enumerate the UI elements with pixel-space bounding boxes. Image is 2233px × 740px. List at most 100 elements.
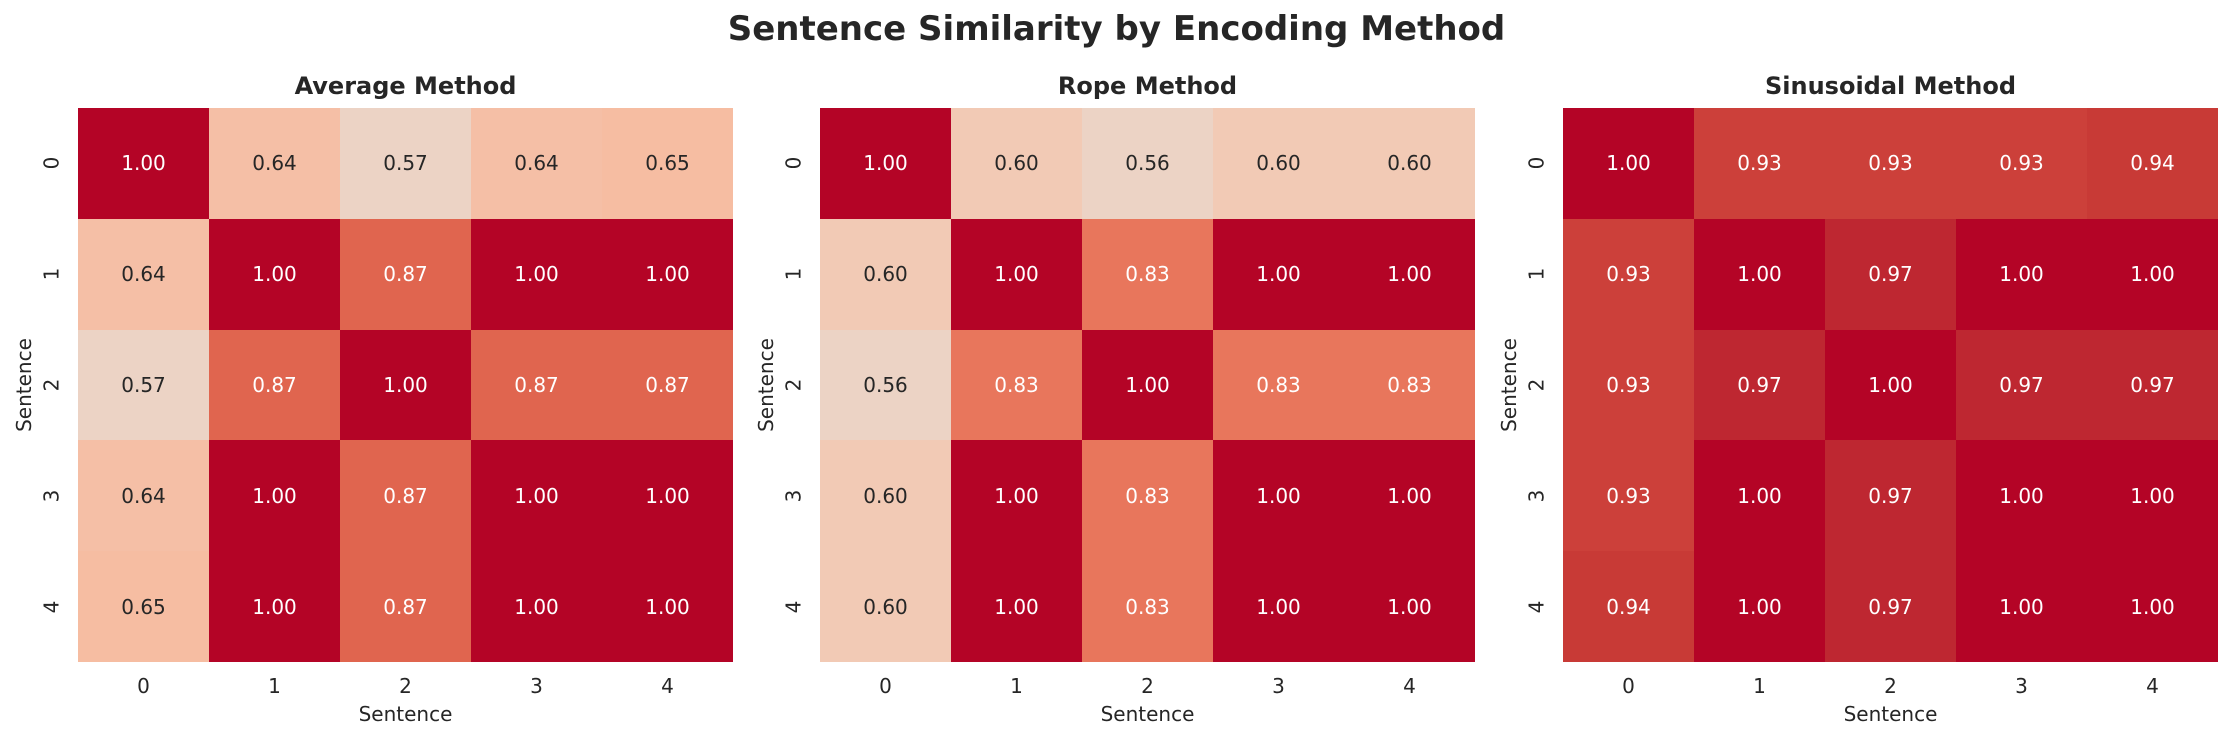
heatmap-cell: 1.00 xyxy=(1213,218,1344,330)
y-tick-label: 1 xyxy=(778,219,808,330)
heatmap-cell: 0.57 xyxy=(78,329,209,441)
x-tick-label: 4 xyxy=(1403,674,1416,698)
heatmap-cell: 1.00 xyxy=(1956,440,2087,552)
heatmap-cell: 0.64 xyxy=(209,108,340,219)
heatmap-cell: 1.00 xyxy=(471,218,602,330)
heatmap-cell: 1.00 xyxy=(1213,551,1344,662)
heatmap-cell: 0.60 xyxy=(820,551,951,662)
y-tick-text: 3 xyxy=(1523,489,1548,503)
heatmap-cell: 0.60 xyxy=(951,108,1082,219)
heatmap-grid: 1.00 0.93 0.93 0.93 0.94 0.93 1.00 0.97 1.00 1.00… xyxy=(1563,108,2218,662)
heatmap-cell: 0.83 xyxy=(1082,440,1213,552)
x-axis-label: Sentence xyxy=(1843,702,1938,726)
heatmap-cell: 1.00 xyxy=(1563,108,1694,219)
heatmap-cell: 1.00 xyxy=(209,218,340,330)
heatmap-cell: 0.64 xyxy=(78,440,209,552)
heatmap-cell: 1.00 xyxy=(1213,440,1344,552)
y-tick-text: 2 xyxy=(1523,378,1548,392)
heatmap-cell: 1.00 xyxy=(1694,218,1825,330)
heatmap-cell: 0.97 xyxy=(1956,329,2087,441)
x-tick-label: 2 xyxy=(1141,674,1154,698)
x-tick-label: 3 xyxy=(2015,674,2028,698)
y-tick-text: 3 xyxy=(780,489,805,503)
y-tick-text: 0 xyxy=(780,157,805,170)
y-tick-text: 4 xyxy=(780,600,805,613)
y-tick-text: 1 xyxy=(780,267,805,281)
heatmap-cell: 0.64 xyxy=(78,218,209,330)
x-tick-label: 4 xyxy=(661,674,674,698)
heatmap-cell: 0.94 xyxy=(2087,108,2218,219)
heatmap-cell: 1.00 xyxy=(471,440,602,552)
x-tick-label: 3 xyxy=(530,674,543,698)
y-tick-text: 4 xyxy=(38,600,63,613)
heatmap-cell: 1.00 xyxy=(1825,329,1956,441)
y-tick-text: 2 xyxy=(780,378,805,392)
heatmap-cell: 1.00 xyxy=(471,551,602,662)
y-tick-label: 1 xyxy=(1521,219,1551,330)
y-tick-label: 3 xyxy=(36,440,66,551)
heatmap-cell: 0.83 xyxy=(1213,329,1344,441)
y-tick-label: 0 xyxy=(36,108,66,219)
y-tick-label: 4 xyxy=(778,551,808,662)
x-axis-label: Sentence xyxy=(1100,702,1195,726)
heatmap-cell: 0.83 xyxy=(1082,218,1213,330)
heatmap-grid: 1.00 0.60 0.56 0.60 0.60 0.60 1.00 0.83 1.00 1.00… xyxy=(820,108,1475,662)
heatmap-cell: 0.64 xyxy=(471,108,602,219)
x-tick-label: 4 xyxy=(2146,674,2159,698)
y-tick-label: 0 xyxy=(1521,108,1551,219)
heatmap-cell: 0.60 xyxy=(820,218,951,330)
heatmap-cell: 0.65 xyxy=(602,108,733,219)
x-tick-label: 1 xyxy=(268,674,281,698)
heatmap-cell: 1.00 xyxy=(1694,440,1825,552)
heatmap-cell: 0.94 xyxy=(1563,551,1694,662)
heatmap-cell: 1.00 xyxy=(951,440,1082,552)
heatmap-cell: 0.87 xyxy=(340,551,471,662)
x-tick-label: 1 xyxy=(1753,674,1766,698)
heatmap-cell: 0.57 xyxy=(340,108,471,219)
x-tick-label: 3 xyxy=(1272,674,1285,698)
heatmap-cell: 1.00 xyxy=(209,440,340,552)
heatmap-cell: 1.00 xyxy=(951,551,1082,662)
heatmap-cell: 0.97 xyxy=(1825,551,1956,662)
heatmap-cell: 1.00 xyxy=(602,551,733,662)
heatmap-cell: 0.65 xyxy=(78,551,209,662)
heatmap-cell: 0.60 xyxy=(820,440,951,552)
heatmap-cell: 0.56 xyxy=(1082,108,1213,219)
heatmap-cell: 1.00 xyxy=(340,329,471,441)
heatmap-cell: 1.00 xyxy=(209,551,340,662)
panel-title: Average Method xyxy=(294,72,517,100)
x-tick-label: 0 xyxy=(1622,674,1635,698)
heatmap-cell: 1.00 xyxy=(820,108,951,219)
heatmap-cell: 0.93 xyxy=(1956,108,2087,219)
heatmap-cell: 0.83 xyxy=(1344,329,1475,441)
heatmap-cell: 0.83 xyxy=(951,329,1082,441)
x-tick-label: 2 xyxy=(1884,674,1897,698)
x-tick-label: 1 xyxy=(1010,674,1023,698)
heatmap-cell: 0.87 xyxy=(471,329,602,441)
heatmap-cell: 0.83 xyxy=(1082,551,1213,662)
heatmap-cell: 1.00 xyxy=(1344,551,1475,662)
x-tick-labels: 0 1 2 3 4 xyxy=(820,672,1475,700)
y-tick-labels: 0 1 2 3 4 xyxy=(778,108,808,662)
y-tick-label: 3 xyxy=(1521,440,1551,551)
heatmap-cell: 0.60 xyxy=(1344,108,1475,219)
heatmap-cell: 1.00 xyxy=(2087,440,2218,552)
x-axis-label: Sentence xyxy=(358,702,453,726)
heatmap-cell: 1.00 xyxy=(1694,551,1825,662)
x-tick-label: 0 xyxy=(137,674,150,698)
y-tick-label: 2 xyxy=(36,330,66,441)
heatmap-cell: 0.97 xyxy=(1825,440,1956,552)
x-tick-labels: 0 1 2 3 4 xyxy=(78,672,733,700)
panel-title: Rope Method xyxy=(1057,72,1238,100)
y-tick-text: 2 xyxy=(38,378,63,392)
y-tick-label: 2 xyxy=(1521,330,1551,441)
y-tick-label: 3 xyxy=(778,440,808,551)
heatmap-cell: 0.93 xyxy=(1825,108,1956,219)
heatmap-cell: 0.93 xyxy=(1563,440,1694,552)
heatmap-cell: 1.00 xyxy=(1344,440,1475,552)
heatmap-cell: 1.00 xyxy=(1956,218,2087,330)
y-tick-label: 4 xyxy=(36,551,66,662)
y-tick-text: 0 xyxy=(38,157,63,170)
heatmap-cell: 1.00 xyxy=(1082,329,1213,441)
y-tick-labels: 0 1 2 3 4 xyxy=(1521,108,1551,662)
